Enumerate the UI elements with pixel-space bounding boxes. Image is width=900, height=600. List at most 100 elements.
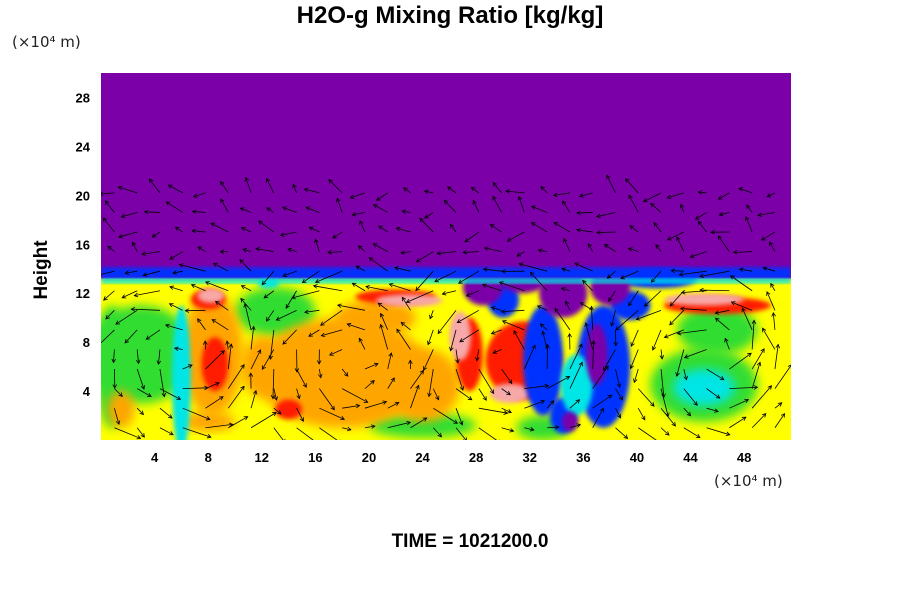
wind-vector xyxy=(364,401,387,409)
wind-vector-head xyxy=(379,323,384,329)
wind-vector xyxy=(638,427,657,440)
wind-vector xyxy=(546,400,554,409)
wind-vector-head xyxy=(124,270,130,275)
wind-vector-head xyxy=(305,206,311,211)
wind-vector-head xyxy=(741,416,747,421)
wind-vector xyxy=(455,427,467,440)
wind-vector-head xyxy=(475,356,480,362)
wind-vector xyxy=(103,290,115,301)
wind-vector xyxy=(336,198,343,213)
wind-vector-head xyxy=(124,338,129,344)
wind-vector xyxy=(328,179,343,194)
wind-vector-head xyxy=(506,237,512,242)
wind-vector-head xyxy=(408,359,413,365)
wind-vector-head xyxy=(395,226,401,232)
x-tick-label: 8 xyxy=(205,450,212,465)
wind-vector-head xyxy=(620,275,625,280)
wind-vector-head xyxy=(427,340,432,346)
wind-vector-head xyxy=(730,301,736,306)
wind-vector-head xyxy=(377,302,383,307)
wind-vector-head xyxy=(133,292,139,298)
wind-vector-head xyxy=(769,241,774,247)
field-patch xyxy=(197,288,225,303)
wind-vector xyxy=(124,329,138,344)
wind-vector-head xyxy=(240,364,245,369)
wind-vector xyxy=(205,382,220,389)
wind-vector xyxy=(490,224,502,233)
wind-vector-head xyxy=(501,320,507,325)
wind-vector xyxy=(592,408,604,428)
wind-vector-head xyxy=(567,332,572,338)
wind-vector xyxy=(706,427,730,436)
wind-vector-head xyxy=(664,431,670,436)
wind-vector xyxy=(197,246,206,252)
wind-vector-head xyxy=(565,376,571,381)
wind-vector xyxy=(577,212,593,214)
wind-vector-head xyxy=(651,345,657,351)
wind-vector xyxy=(582,280,593,292)
wind-vector-head xyxy=(239,207,245,212)
wind-vector-head xyxy=(661,393,666,399)
wind-vector-head xyxy=(760,348,765,353)
wind-vector xyxy=(671,270,684,272)
wind-vector xyxy=(296,368,307,388)
wind-vector-head xyxy=(509,428,515,433)
wind-vector-head xyxy=(272,412,277,417)
wind-vector-head xyxy=(587,242,592,248)
wind-vector xyxy=(319,407,345,420)
wind-vector xyxy=(121,212,138,218)
wind-vector-head xyxy=(115,320,120,325)
wind-vector-head xyxy=(615,326,620,331)
wind-vector-head xyxy=(205,281,210,286)
wind-vector-head xyxy=(464,237,470,243)
x-tick-label: 24 xyxy=(415,450,430,465)
wind-vector-head xyxy=(472,199,477,205)
wind-vector xyxy=(378,302,388,311)
wind-vector xyxy=(308,329,320,337)
wind-vector xyxy=(432,427,442,438)
field-patch xyxy=(375,294,443,307)
wind-vector xyxy=(625,178,639,194)
wind-vector xyxy=(261,270,275,285)
wind-vector xyxy=(136,407,144,415)
wind-vector xyxy=(596,212,616,218)
wind-vector xyxy=(478,388,487,401)
wind-vector-head xyxy=(437,432,443,438)
wind-vector xyxy=(378,225,388,233)
mixing-ratio-field xyxy=(101,73,791,440)
wind-vector xyxy=(101,329,115,344)
wind-vector xyxy=(501,388,511,396)
wind-vector xyxy=(396,227,411,233)
wind-vector-head xyxy=(437,329,442,335)
wind-vector xyxy=(660,369,665,398)
wind-vector-head xyxy=(665,412,670,418)
wind-vector-head xyxy=(489,224,495,229)
wind-vector xyxy=(459,329,480,343)
wind-vector-head xyxy=(390,377,395,383)
wind-vector-head xyxy=(562,200,567,206)
wind-vector xyxy=(660,388,669,417)
wind-vector xyxy=(255,248,274,253)
wind-vector xyxy=(655,244,662,252)
wind-vector xyxy=(751,320,755,350)
wind-vector xyxy=(149,178,161,194)
wind-vector-head xyxy=(635,316,641,321)
wind-vector-head xyxy=(666,236,672,241)
wind-vector-head xyxy=(710,229,715,235)
wind-vector-head xyxy=(400,321,406,327)
wind-vector-head xyxy=(136,435,142,440)
wind-vector-head xyxy=(618,395,623,401)
wind-vector-head xyxy=(316,360,322,365)
wind-vector xyxy=(342,405,360,409)
wind-vector-head xyxy=(304,309,309,315)
wind-vector xyxy=(273,388,277,401)
wind-vector-head xyxy=(513,330,518,335)
wind-vector xyxy=(591,306,594,330)
wind-vector-head xyxy=(173,346,179,351)
field-patch xyxy=(561,411,578,432)
wind-vector-head xyxy=(415,258,421,263)
wind-vector xyxy=(507,231,525,242)
wind-vector xyxy=(587,243,594,252)
wind-vector-head xyxy=(659,355,665,360)
wind-vector-head xyxy=(689,253,695,259)
